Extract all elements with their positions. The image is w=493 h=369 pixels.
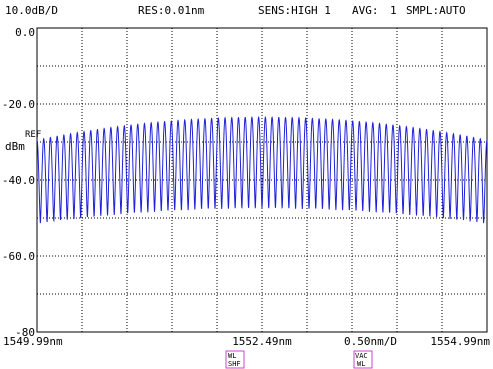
trace-group <box>36 115 488 224</box>
sampling-readout: SMPL:AUTO <box>406 4 466 17</box>
unit-label: dBm <box>5 140 25 153</box>
grid <box>37 28 487 332</box>
y-tick-label: -40.0 <box>2 174 35 187</box>
y-tick-label: -80 <box>15 326 35 339</box>
wl-shf-tag[interactable]: WL SHF <box>225 350 245 369</box>
y-tick-label: -20.0 <box>2 98 35 111</box>
y-axis-ticks: 0.0 -20.0 -40.0 -60.0 -80 <box>2 26 35 339</box>
scale-readout: 10.0dB/D <box>5 4 58 17</box>
y-tick-label: 0.0 <box>15 26 35 39</box>
wl-shf-tag-box <box>225 350 245 369</box>
resolution-readout: RES:0.01nm <box>138 4 205 17</box>
span-per-div: 0.50nm/D <box>344 335 397 348</box>
vac-wl-tag-box <box>353 350 373 369</box>
sensitivity-readout: SENS:HIGH 1 <box>258 4 331 17</box>
x-tick-label: 1554.99nm <box>430 335 490 348</box>
spectrum-trace <box>36 115 488 224</box>
vac-wl-tag-line1: VAC <box>355 352 368 360</box>
average-value: 1 <box>390 4 397 17</box>
ref-marker: REF <box>25 130 41 140</box>
x-tick-label: 1552.49nm <box>232 335 292 348</box>
x-tick-label: 1549.99nm <box>3 335 63 348</box>
vac-wl-tag[interactable]: VAC WL <box>353 350 373 369</box>
x-axis-ticks: 1549.99nm 1552.49nm 1554.99nm <box>3 335 490 348</box>
vac-wl-tag-line2: WL <box>357 360 365 368</box>
wl-shf-tag-line2: SHF <box>228 360 241 368</box>
y-tick-label: -60.0 <box>2 250 35 263</box>
wl-shf-tag-line1: WL <box>228 352 236 360</box>
average-label: AVG: <box>352 4 379 17</box>
